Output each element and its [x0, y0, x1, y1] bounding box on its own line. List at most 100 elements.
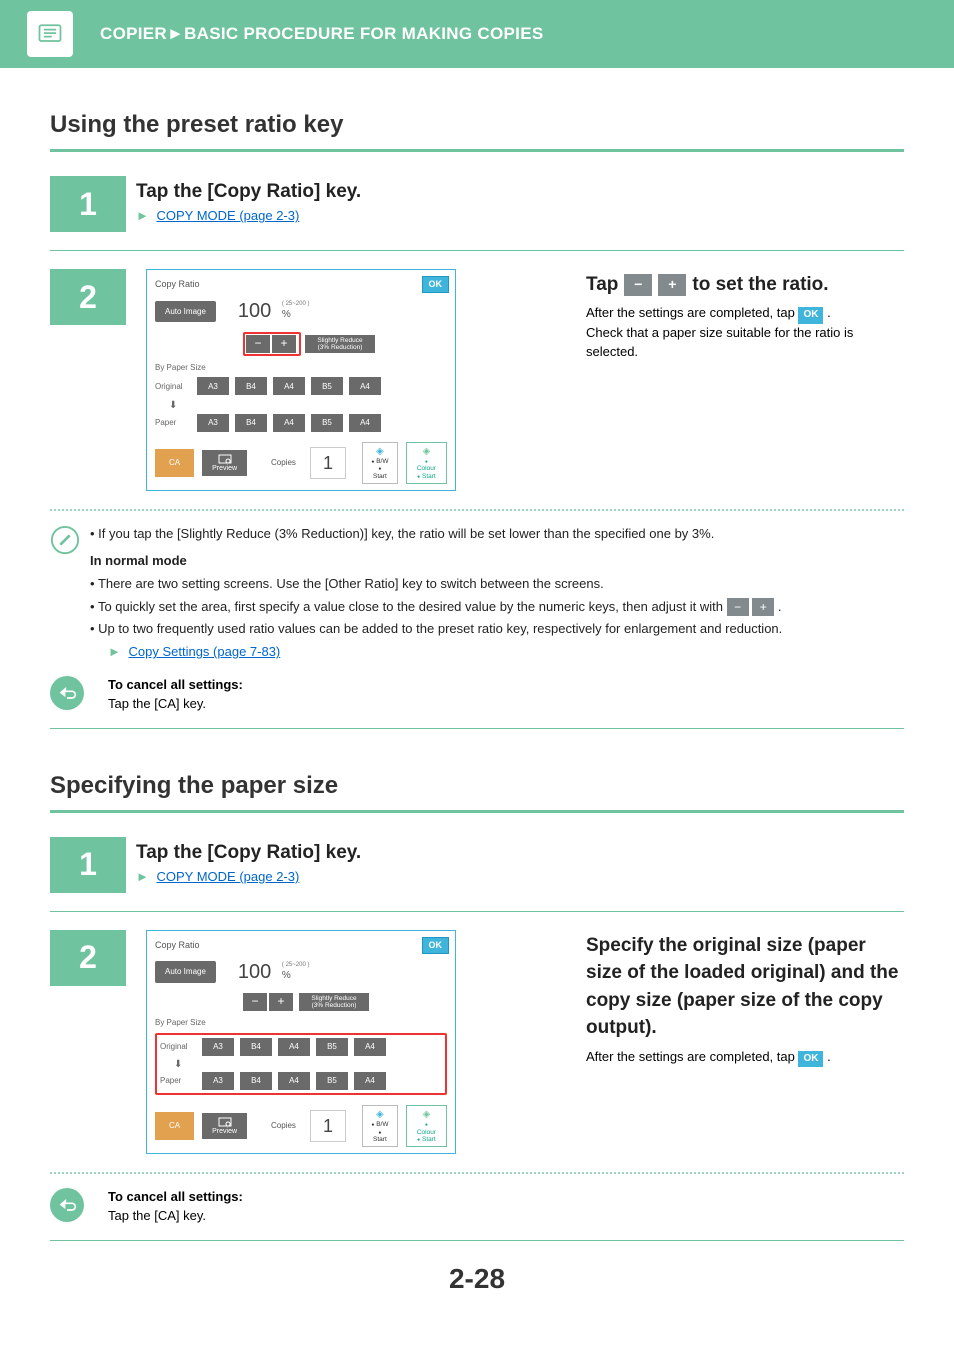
ratio-range: ( 25~200 ) [282, 961, 310, 970]
bw-l1: B/W [376, 1121, 388, 1128]
size-b5[interactable]: B5 [316, 1038, 348, 1056]
size-b5[interactable]: B5 [316, 1072, 348, 1090]
ok-button[interactable]: OK [422, 276, 450, 293]
inline-ok-icon: OK [798, 1051, 823, 1068]
size-a3[interactable]: A3 [197, 414, 229, 432]
copy-mode-link[interactable]: COPY MODE (page 2-3) [157, 869, 300, 884]
s2-step-1: 1 Tap the [Copy Ratio] key. ► COPY MODE … [50, 837, 904, 893]
ratio-value: 100 [238, 297, 274, 326]
original-row: Original A3 B4 A4 B5 A4 [160, 1038, 442, 1056]
minus-button[interactable]: − [243, 993, 267, 1011]
percent-label: % [282, 309, 291, 320]
inline-minus-icon: − [624, 274, 652, 296]
sr-line1: Slightly Reduce [317, 337, 362, 344]
colour-l1: Colour [417, 1129, 436, 1136]
size-b4[interactable]: B4 [235, 377, 267, 395]
ok-button[interactable]: OK [422, 937, 450, 954]
step-1: 1 Tap the [Copy Ratio] key. ► COPY MODE … [50, 176, 904, 232]
highlighted-size-area: Original A3 B4 A4 B5 A4 ⬇ Paper A3 B4 A4… [155, 1033, 447, 1096]
minus-button[interactable]: − [246, 335, 270, 353]
colour-start-button[interactable]: ◈ ● Colour ● Start [406, 442, 447, 484]
notes-block: If you tap the [Slightly Reduce (3% Redu… [50, 525, 904, 662]
size-a4[interactable]: A4 [278, 1072, 310, 1090]
size-a3[interactable]: A3 [202, 1072, 234, 1090]
bw-l1: B/W [376, 458, 388, 465]
sr-line2: (3% Reduction) [318, 344, 363, 351]
ca-button[interactable]: CA [155, 1112, 194, 1140]
inline-plus-icon: + [752, 598, 774, 616]
step-number: 2 [50, 930, 126, 986]
size-a3[interactable]: A3 [202, 1038, 234, 1056]
cancel-body: Tap the [CA] key. [108, 695, 243, 714]
step-2: 2 OK Copy Ratio Auto Image 100 ( 25~200 … [50, 269, 904, 491]
size-b5[interactable]: B5 [311, 414, 343, 432]
paper-row: Paper A3 B4 A4 B5 A4 [160, 1072, 442, 1090]
diamond-icon: ◈ [371, 446, 389, 457]
sr-line2: (3% Reduction) [312, 1002, 357, 1009]
step1-link-line: ► COPY MODE (page 2-3) [136, 207, 904, 226]
bw-l2: Start [373, 473, 387, 480]
preview-label: Preview [212, 1128, 237, 1135]
step1-title: Tap the [Copy Ratio] key. [136, 178, 904, 206]
preview-button[interactable]: Preview [202, 1113, 247, 1139]
original-row: Original A3 B4 A4 B5 A4 [155, 377, 447, 395]
slightly-reduce-button[interactable]: Slightly Reduce (3% Reduction) [299, 993, 369, 1011]
auto-image-button[interactable]: Auto Image [155, 961, 216, 983]
step-number: 1 [50, 176, 126, 232]
divider [50, 810, 904, 813]
copy-ratio-panel: OK Copy Ratio Auto Image 100 ( 25~200 ) … [146, 930, 456, 1155]
revert-icon [50, 676, 84, 710]
bw-start-button[interactable]: ◈ ● B/W ● Start [362, 442, 398, 484]
panel-title: Copy Ratio [155, 278, 447, 291]
plus-button[interactable]: + [272, 335, 296, 353]
copies-label: Copies [271, 457, 296, 469]
size-a4[interactable]: A4 [278, 1038, 310, 1056]
copier-icon [27, 11, 73, 57]
size-a4-2[interactable]: A4 [349, 414, 381, 432]
size-b4[interactable]: B4 [240, 1072, 272, 1090]
colour-start-button[interactable]: ◈ ● Colour ● Start [406, 1105, 447, 1147]
s2-step2-title: Specify the original size (paper size of… [586, 932, 904, 1042]
pencil-note-icon [50, 525, 90, 662]
size-b4[interactable]: B4 [235, 414, 267, 432]
preview-label: Preview [212, 465, 237, 472]
bw-l2: Start [373, 1136, 387, 1143]
copy-ratio-panel: OK Copy Ratio Auto Image 100 ( 25~200 ) … [146, 269, 456, 491]
by-paper-size-label: By Paper Size [155, 362, 447, 374]
size-b4[interactable]: B4 [240, 1038, 272, 1056]
preview-button[interactable]: Preview [202, 450, 247, 476]
copy-mode-link[interactable]: COPY MODE (page 2-3) [157, 208, 300, 223]
cancel-title: To cancel all settings: [108, 676, 243, 695]
size-a4-2[interactable]: A4 [354, 1038, 386, 1056]
section1-heading: Using the preset ratio key [50, 108, 904, 143]
size-b5[interactable]: B5 [311, 377, 343, 395]
size-a4-2[interactable]: A4 [349, 377, 381, 395]
step2-body1: After the settings are completed, tap OK… [586, 304, 904, 324]
divider [50, 911, 904, 912]
bw-start-button[interactable]: ◈ ● B/W ● Start [362, 1105, 398, 1147]
percent-label: % [282, 970, 291, 981]
header-bar: COPIER►BASIC PROCEDURE FOR MAKING COPIES [0, 0, 954, 68]
slightly-reduce-button[interactable]: Slightly Reduce (3% Reduction) [305, 335, 375, 353]
s2-cancel-block: To cancel all settings: Tap the [CA] key… [50, 1188, 904, 1226]
size-a3[interactable]: A3 [197, 377, 229, 395]
copy-settings-link[interactable]: Copy Settings (page 7-83) [129, 644, 281, 659]
size-a4[interactable]: A4 [273, 377, 305, 395]
copies-value[interactable]: 1 [310, 447, 346, 479]
colour-l2: Start [422, 1136, 436, 1143]
plus-button[interactable]: + [269, 993, 293, 1011]
diamond-icon: ◈ [371, 1109, 389, 1120]
size-a4[interactable]: A4 [273, 414, 305, 432]
ca-button[interactable]: CA [155, 449, 194, 477]
sr-line1: Slightly Reduce [311, 995, 356, 1002]
step2-title-suffix: to set the ratio. [692, 271, 828, 299]
inline-plus-icon: + [658, 274, 686, 296]
s2-step1-title: Tap the [Copy Ratio] key. [136, 839, 904, 867]
inline-ok-icon: OK [798, 307, 823, 324]
copies-value[interactable]: 1 [310, 1110, 346, 1142]
diamond-icon: ◈ [415, 446, 438, 457]
panel-footer: CA Preview Copies 1 ◈ ● B/W ● Start ◈ [155, 1105, 447, 1147]
auto-image-button[interactable]: Auto Image [155, 301, 216, 323]
size-a4-2[interactable]: A4 [354, 1072, 386, 1090]
paper-label: Paper [155, 417, 197, 429]
